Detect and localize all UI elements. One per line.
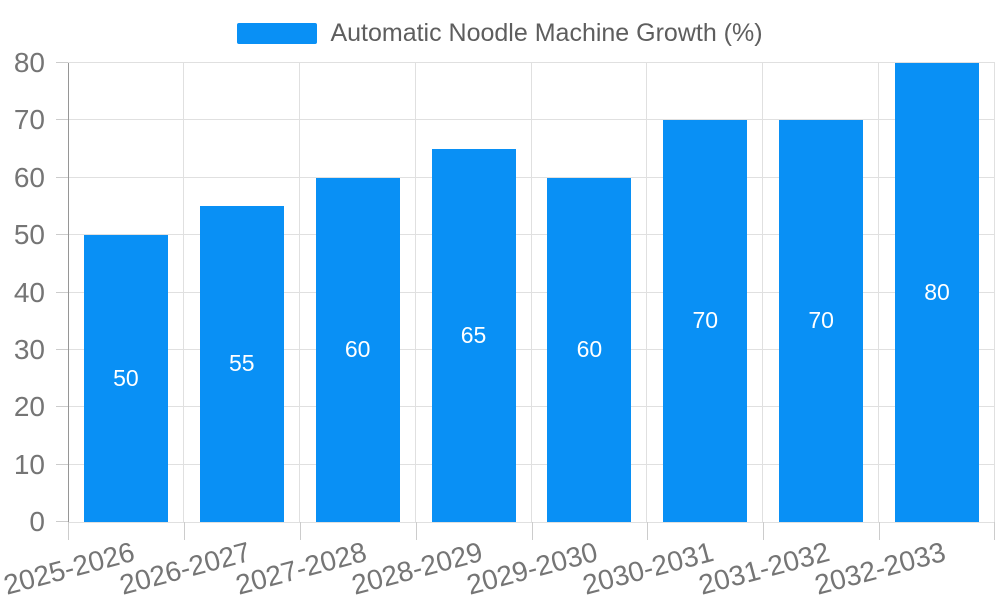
v-gridline: [183, 63, 184, 522]
y-axis-tick-label: 80: [13, 47, 45, 78]
bar-2026-2027[interactable]: [199, 206, 284, 522]
v-gridline: [762, 63, 763, 522]
x-axis-tick: [879, 522, 880, 540]
v-gridline: [415, 63, 416, 522]
y-axis-tick: [56, 176, 68, 178]
x-axis-tick: [763, 522, 764, 540]
x-axis-tick: [994, 522, 995, 540]
bar-2031-2032[interactable]: [779, 120, 864, 522]
y-axis-tick-label: 20: [13, 391, 45, 423]
y-axis-tick: [56, 62, 68, 63]
bar-2025-2026[interactable]: [83, 235, 168, 522]
bar-2027-2028[interactable]: [315, 177, 400, 522]
bar-2032-2033[interactable]: [895, 63, 980, 522]
y-axis-tick-label: 40: [13, 276, 45, 308]
bar-value-label: 55: [229, 350, 255, 377]
bar-2029-2030[interactable]: [547, 177, 632, 522]
bar-value-label: 65: [460, 321, 487, 348]
y-axis-tick: [56, 463, 68, 465]
y-axis-line: [68, 63, 69, 522]
bar-2028-2029[interactable]: [431, 149, 516, 522]
y-axis-tick-label: 30: [13, 333, 45, 365]
bar-2030-2031[interactable]: [663, 120, 748, 522]
bar-value-label: 60: [344, 335, 371, 362]
y-axis-tick: [56, 291, 68, 293]
legend-label: Automatic Noodle Machine Growth (%): [330, 18, 763, 47]
legend-item[interactable]: Automatic Noodle Machine Growth (%): [0, 14, 1000, 52]
x-axis-tick: [532, 522, 533, 540]
x-axis-tick: [416, 522, 417, 540]
y-axis-tick-label: 10: [13, 448, 45, 480]
y-axis-tick-label: 60: [13, 161, 45, 193]
y-axis-tick: [56, 521, 68, 522]
y-axis-tick: [56, 119, 68, 121]
bar-value-label: 80: [924, 278, 950, 305]
x-axis-tick: [184, 522, 185, 540]
bar-value-label: 70: [692, 307, 719, 334]
v-gridline: [531, 63, 532, 522]
y-axis-tick: [56, 234, 68, 236]
bar-value-label: 70: [808, 307, 834, 334]
plot-area: 50 55 60 65 60 70 70 80: [68, 62, 995, 523]
legend-swatch-icon: [237, 22, 318, 44]
x-axis-tick: [300, 522, 301, 540]
h-gridline: [68, 522, 995, 523]
y-axis-tick: [56, 348, 68, 350]
v-gridline: [878, 63, 879, 522]
h-gridline: [68, 62, 995, 63]
v-gridline: [994, 63, 995, 522]
y-axis-tick-label: 70: [13, 104, 45, 136]
bar-value-label: 60: [576, 335, 603, 362]
x-axis-tick: [647, 522, 648, 540]
y-axis-tick-label: 50: [13, 219, 45, 251]
y-axis-tick: [56, 406, 68, 408]
v-gridline: [646, 63, 647, 522]
v-gridline: [299, 63, 300, 522]
y-axis-tick-label: 0: [29, 506, 45, 537]
bar-value-label: 50: [113, 364, 139, 391]
x-axis-tick: [68, 522, 69, 540]
